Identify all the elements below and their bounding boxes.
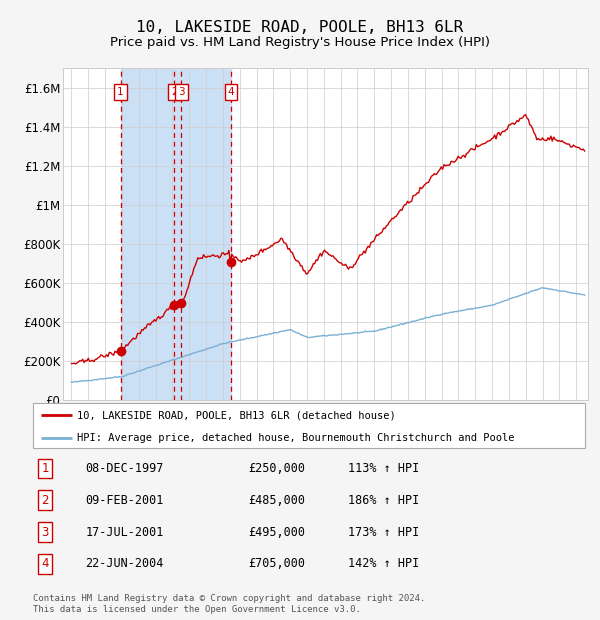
Text: 186% ↑ HPI: 186% ↑ HPI bbox=[347, 494, 419, 507]
FancyBboxPatch shape bbox=[33, 403, 585, 448]
Text: 113% ↑ HPI: 113% ↑ HPI bbox=[347, 462, 419, 475]
Text: £485,000: £485,000 bbox=[248, 494, 305, 507]
Text: 08-DEC-1997: 08-DEC-1997 bbox=[85, 462, 164, 475]
Text: £705,000: £705,000 bbox=[248, 557, 305, 570]
Text: 4: 4 bbox=[41, 557, 49, 570]
Text: 142% ↑ HPI: 142% ↑ HPI bbox=[347, 557, 419, 570]
Text: £250,000: £250,000 bbox=[248, 462, 305, 475]
Text: 10, LAKESIDE ROAD, POOLE, BH13 6LR (detached house): 10, LAKESIDE ROAD, POOLE, BH13 6LR (deta… bbox=[77, 410, 396, 420]
Text: 3: 3 bbox=[41, 526, 49, 539]
Text: 2: 2 bbox=[41, 494, 49, 507]
Text: 3: 3 bbox=[178, 87, 185, 97]
Text: £495,000: £495,000 bbox=[248, 526, 305, 539]
Text: 1: 1 bbox=[117, 87, 124, 97]
Text: Price paid vs. HM Land Registry's House Price Index (HPI): Price paid vs. HM Land Registry's House … bbox=[110, 36, 490, 49]
Text: 173% ↑ HPI: 173% ↑ HPI bbox=[347, 526, 419, 539]
Text: 2: 2 bbox=[171, 87, 178, 97]
Text: 1: 1 bbox=[41, 462, 49, 475]
Text: Contains HM Land Registry data © Crown copyright and database right 2024.
This d: Contains HM Land Registry data © Crown c… bbox=[33, 595, 425, 614]
Bar bbox=[121, 68, 231, 400]
Text: 09-FEB-2001: 09-FEB-2001 bbox=[85, 494, 164, 507]
Text: 17-JUL-2001: 17-JUL-2001 bbox=[85, 526, 164, 539]
Text: HPI: Average price, detached house, Bournemouth Christchurch and Poole: HPI: Average price, detached house, Bour… bbox=[77, 433, 515, 443]
Text: 10, LAKESIDE ROAD, POOLE, BH13 6LR: 10, LAKESIDE ROAD, POOLE, BH13 6LR bbox=[136, 20, 464, 35]
Text: 4: 4 bbox=[227, 87, 234, 97]
Text: 22-JUN-2004: 22-JUN-2004 bbox=[85, 557, 164, 570]
